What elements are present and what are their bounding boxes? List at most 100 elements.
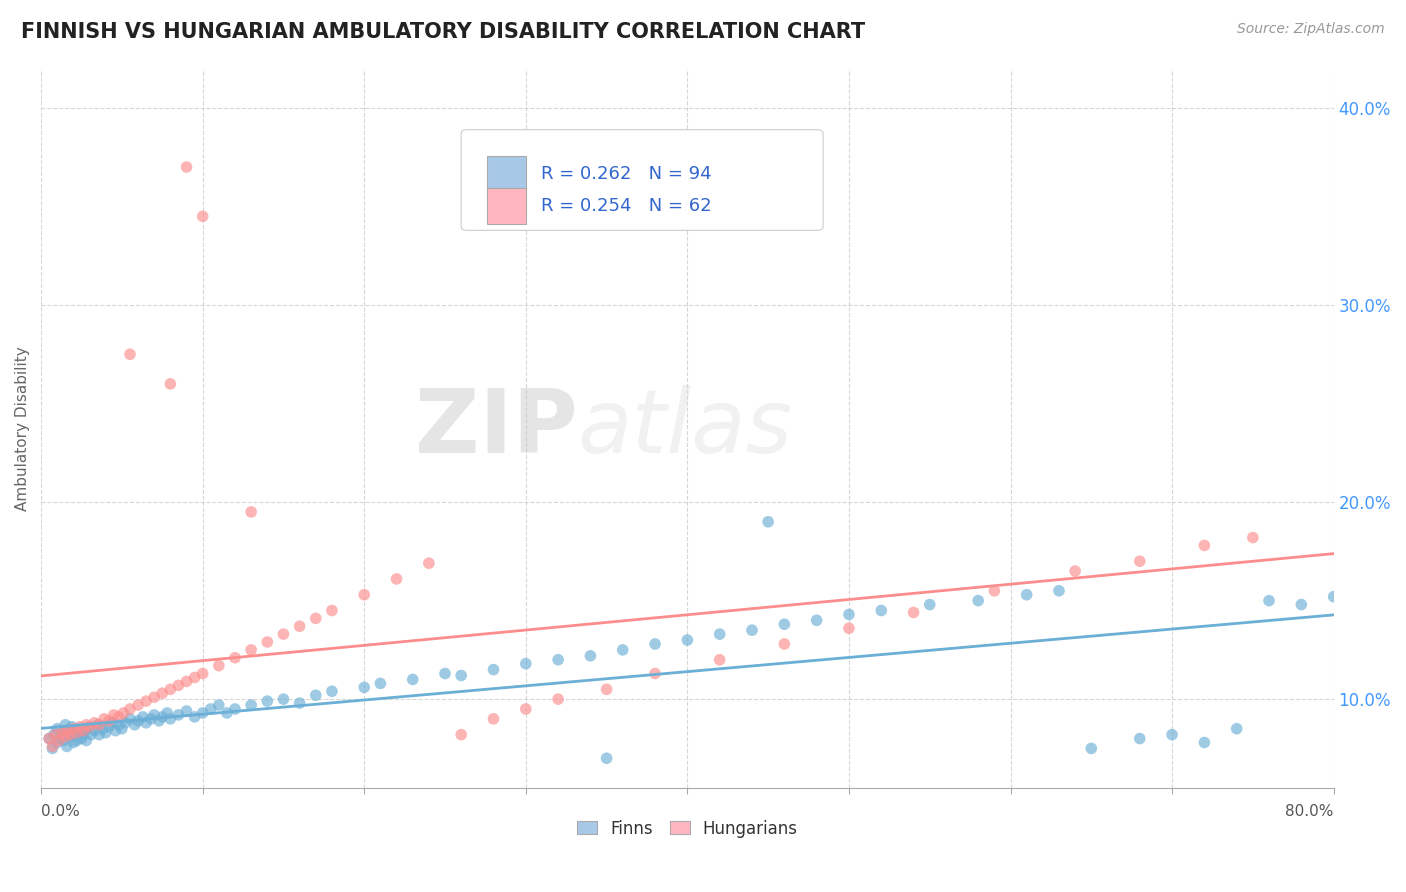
- Point: [482, 712, 505, 726]
- Point: [143, 707, 166, 722]
- Point: [903, 606, 925, 620]
- Text: R = 0.254   N = 62: R = 0.254 N = 62: [541, 197, 711, 215]
- Point: [86, 718, 108, 732]
- Point: [69, 722, 91, 736]
- Point: [288, 619, 311, 633]
- Legend: Finns, Hungarians: Finns, Hungarians: [571, 813, 804, 844]
- Point: [1129, 554, 1152, 568]
- Point: [208, 658, 231, 673]
- Point: [112, 706, 135, 720]
- Point: [773, 617, 796, 632]
- Point: [103, 707, 125, 722]
- Point: [156, 706, 179, 720]
- Point: [53, 730, 76, 744]
- Point: [118, 347, 141, 361]
- Point: [93, 712, 115, 726]
- Point: [75, 718, 97, 732]
- Bar: [486, 188, 526, 224]
- Point: [176, 160, 198, 174]
- Point: [450, 728, 472, 742]
- Point: [434, 666, 457, 681]
- Point: [273, 692, 295, 706]
- Point: [1291, 598, 1313, 612]
- Point: [547, 653, 569, 667]
- Point: [67, 725, 90, 739]
- Point: [240, 698, 263, 712]
- Point: [59, 730, 82, 744]
- Point: [127, 714, 149, 728]
- Point: [967, 593, 990, 607]
- Point: [1226, 722, 1249, 736]
- Point: [983, 583, 1005, 598]
- Point: [547, 692, 569, 706]
- Point: [321, 603, 343, 617]
- Point: [1161, 728, 1184, 742]
- Point: [838, 621, 860, 635]
- Point: [107, 710, 129, 724]
- Point: [41, 739, 63, 754]
- Point: [353, 681, 375, 695]
- Text: 80.0%: 80.0%: [1285, 804, 1334, 819]
- Point: [224, 650, 246, 665]
- Point: [273, 627, 295, 641]
- Point: [150, 686, 173, 700]
- Point: [132, 710, 155, 724]
- Point: [709, 653, 731, 667]
- Point: [98, 720, 121, 734]
- Point: [353, 588, 375, 602]
- Point: [1129, 731, 1152, 746]
- Point: [176, 674, 198, 689]
- Bar: [486, 156, 526, 193]
- Y-axis label: Ambulatory Disability: Ambulatory Disability: [15, 346, 30, 510]
- Point: [159, 682, 181, 697]
- Point: [321, 684, 343, 698]
- Point: [51, 725, 73, 739]
- Point: [38, 731, 60, 746]
- Point: [62, 722, 84, 736]
- Point: [38, 731, 60, 746]
- Point: [148, 714, 170, 728]
- Point: [595, 751, 617, 765]
- Point: [56, 739, 79, 754]
- Point: [1323, 590, 1346, 604]
- Point: [70, 731, 93, 746]
- Point: [89, 718, 111, 732]
- Point: [101, 715, 124, 730]
- Point: [79, 720, 101, 734]
- Point: [176, 704, 198, 718]
- Point: [159, 712, 181, 726]
- Point: [224, 702, 246, 716]
- Point: [709, 627, 731, 641]
- Point: [208, 698, 231, 712]
- Text: R = 0.262   N = 94: R = 0.262 N = 94: [541, 165, 711, 184]
- Point: [80, 728, 103, 742]
- Point: [612, 643, 634, 657]
- Point: [143, 690, 166, 705]
- Point: [58, 723, 80, 738]
- Point: [402, 673, 425, 687]
- Point: [918, 598, 941, 612]
- Point: [450, 668, 472, 682]
- Point: [45, 728, 67, 742]
- Point: [870, 603, 893, 617]
- Point: [49, 731, 72, 746]
- Point: [305, 688, 328, 702]
- Text: atlas: atlas: [578, 385, 793, 471]
- Point: [60, 720, 83, 734]
- Point: [288, 696, 311, 710]
- Point: [256, 694, 278, 708]
- Point: [89, 728, 111, 742]
- Point: [1241, 531, 1264, 545]
- Point: [1258, 593, 1281, 607]
- Point: [62, 728, 84, 742]
- Point: [305, 611, 328, 625]
- Point: [240, 643, 263, 657]
- Point: [515, 657, 537, 671]
- Point: [91, 722, 114, 736]
- Point: [53, 728, 76, 742]
- Point: [41, 741, 63, 756]
- Point: [240, 505, 263, 519]
- Point: [1064, 564, 1087, 578]
- Point: [51, 725, 73, 739]
- Text: Source: ZipAtlas.com: Source: ZipAtlas.com: [1237, 22, 1385, 37]
